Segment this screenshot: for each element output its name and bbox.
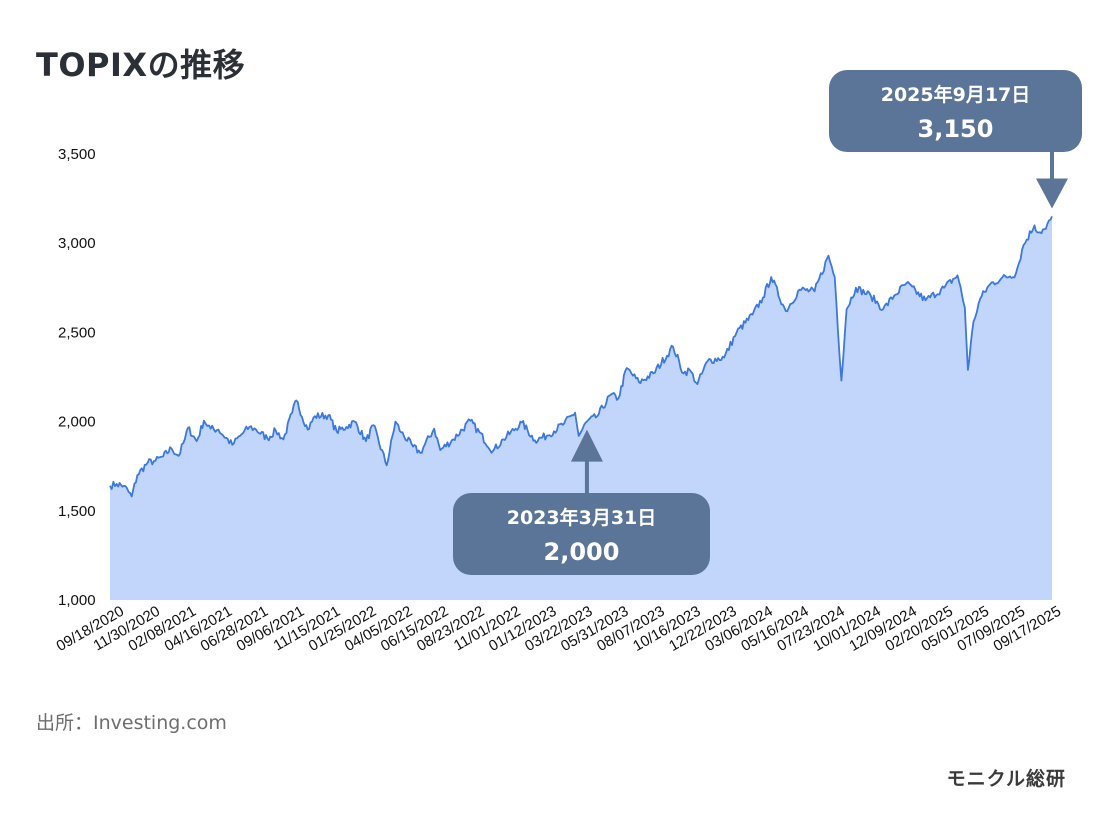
callout-stem <box>1050 152 1054 181</box>
chart-svg: 1,000 1,500 2,000 2,500 3,000 3,500 09/18/202… <box>53 70 1082 655</box>
callout-stem <box>584 457 589 493</box>
source-note: 出所：Investing.com <box>36 712 227 734</box>
y-tick-label: 2,500 <box>58 324 96 341</box>
plot-area <box>109 216 1053 600</box>
y-tick-label: 1,500 <box>58 503 96 520</box>
callout-date: 2023年3月31日 <box>507 506 657 529</box>
callout-2: 2025年9月17日 3,150 <box>829 70 1082 209</box>
series-line <box>109 216 1053 498</box>
annotations: 2023年3月31日 2,000 2025年9月17日 3,150 <box>453 70 1082 575</box>
y-tick-label: 2,000 <box>58 414 96 431</box>
y-tick-label: 3,000 <box>58 235 96 252</box>
y-tick-label: 3,500 <box>58 146 96 163</box>
callout-1: 2023年3月31日 2,000 <box>453 429 710 575</box>
callout-box <box>829 70 1082 152</box>
callout-value: 2,000 <box>544 538 620 566</box>
callout-box <box>453 493 710 575</box>
y-tick-label: 1,000 <box>58 592 96 609</box>
chart-title: TOPIXの推移 <box>36 46 246 84</box>
y-axis: 1,000 1,500 2,000 2,500 3,000 3,500 <box>58 146 96 609</box>
brand-logo: モニクル総研 <box>946 768 1066 790</box>
series-area <box>110 216 1052 600</box>
callout-arrow <box>570 429 603 462</box>
x-axis: 09/18/202011/30/202002/08/202104/16/2021… <box>53 603 1064 655</box>
callout-value: 3,150 <box>918 115 994 143</box>
callout-date: 2025年9月17日 <box>881 83 1031 106</box>
callout-arrow <box>1036 178 1068 209</box>
